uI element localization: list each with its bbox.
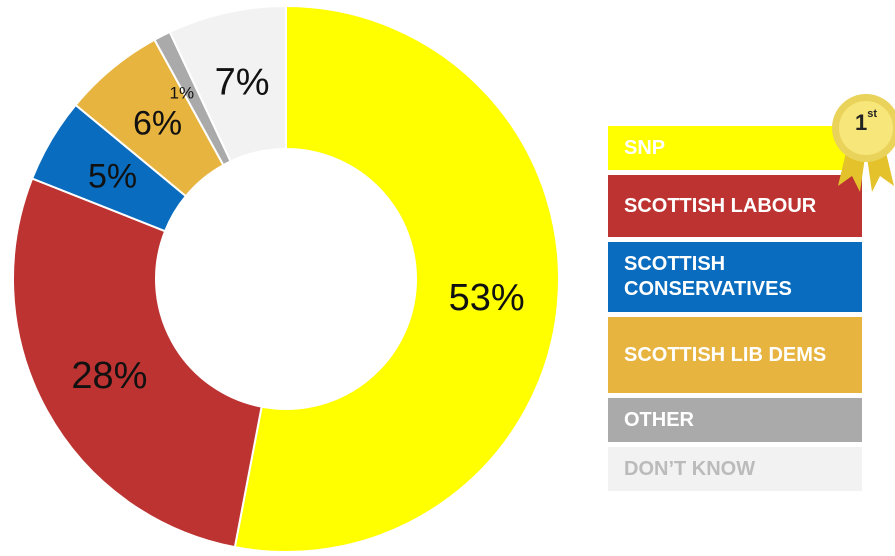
slice-scottish-labour bbox=[12, 177, 263, 549]
legend-item-don-t-know: DON’T KNOW bbox=[608, 447, 862, 491]
slice-label-scottish-lib-dems: 6% bbox=[133, 105, 182, 143]
slice-label-snp: 53% bbox=[449, 277, 525, 319]
slice-snp bbox=[233, 4, 560, 553]
slice-label-other: 1% bbox=[169, 84, 194, 103]
slice-label-scottish-conservatives: 5% bbox=[88, 157, 137, 195]
legend-item-scottish-conservatives: SCOTTISH CONSERVATIVES bbox=[608, 242, 862, 312]
slice-label-don-t-know: 7% bbox=[215, 61, 270, 103]
legend-label: SCOTTISH LIB DEMS bbox=[624, 343, 827, 366]
slice-don-t-know bbox=[168, 4, 287, 163]
badge-rank-label: 1st bbox=[854, 108, 878, 135]
legend-item-other: OTHER bbox=[608, 398, 862, 442]
legend-label: OTHER bbox=[624, 408, 694, 431]
legend-item-snp: SNP bbox=[608, 126, 862, 170]
legend-label: SCOTTISH CONSERVATIVES bbox=[624, 253, 792, 300]
legend-item-scottish-labour: SCOTTISH LABOUR bbox=[608, 175, 862, 237]
legend-label: SCOTTISH LABOUR bbox=[624, 194, 817, 217]
slice-label-scottish-labour: 28% bbox=[71, 355, 147, 397]
legend-item-scottish-lib-dems: SCOTTISH LIB DEMS bbox=[608, 317, 862, 393]
award-rosette-icon bbox=[832, 94, 895, 192]
donut-chart: 53% 28% 5% 6% 1% 7% bbox=[12, 4, 560, 553]
legend-label: SNP bbox=[624, 136, 666, 159]
first-place-badge: 1st bbox=[830, 92, 895, 197]
legend: SNP SCOTTISH LABOUR SCOTTISH CONSERVATIVES… bbox=[608, 126, 862, 496]
legend-label: DON’T KNOW bbox=[624, 457, 756, 480]
